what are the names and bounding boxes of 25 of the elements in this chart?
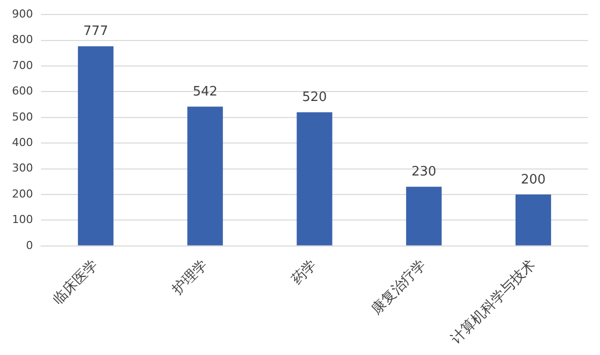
bar [187, 106, 223, 246]
x-tick-label: 计算机科学与技术 [448, 256, 539, 348]
y-tick-label: 300 [12, 162, 33, 175]
data-label: 200 [520, 172, 546, 188]
y-tick-label: 700 [12, 58, 33, 72]
x-tick-label: 护理学 [168, 256, 210, 299]
x-tick-label: 康复治疗学 [368, 256, 430, 318]
x-tick-label: 临床医学 [50, 256, 102, 308]
y-tick-label: 600 [12, 84, 33, 98]
bar [296, 112, 332, 246]
y-tick-label: 0 [26, 238, 33, 252]
y-tick-label: 500 [12, 110, 33, 124]
y-tick-label: 800 [12, 33, 33, 46]
y-tick-label: 200 [12, 187, 33, 200]
bar [78, 46, 114, 246]
bar [406, 186, 442, 246]
y-tick-label: 400 [12, 136, 33, 149]
bar [516, 194, 552, 246]
x-tick-label: 药学 [288, 256, 320, 288]
y-tick-label: 900 [12, 7, 33, 20]
data-label: 230 [411, 164, 436, 180]
data-label: 520 [302, 90, 327, 106]
data-label: 542 [192, 84, 218, 100]
y-tick-label: 100 [12, 213, 33, 226]
data-label: 777 [83, 24, 108, 40]
